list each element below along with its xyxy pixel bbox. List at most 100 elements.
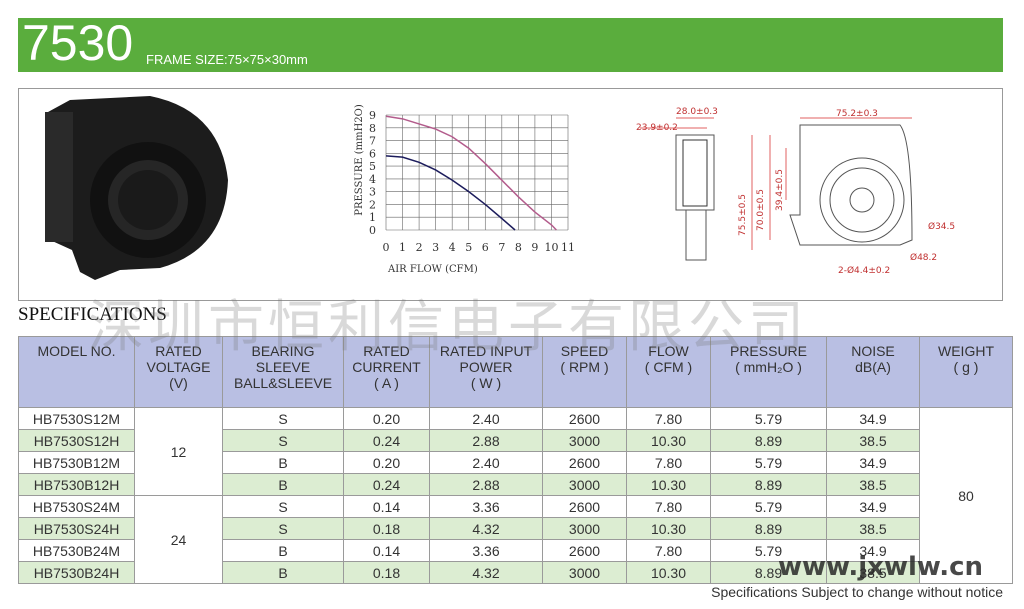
- column-header: NOISE dB(A): [826, 336, 920, 408]
- value-cell: 34.9: [826, 495, 920, 518]
- value-cell: 0.14: [343, 539, 430, 562]
- data-row: HB7530S24M 24 S 0.14 3.36 2600 7.80 5.79 34.9: [18, 495, 1013, 584]
- model-cell: HB7530B12M: [18, 451, 135, 474]
- data-row: HB7530B12H B 0.24 2.88 3000 10.30 8.89 38.5: [18, 473, 1013, 496]
- value-cell: 8.89: [710, 473, 827, 496]
- fan-photo: [45, 96, 228, 280]
- value-cell: 8.89: [710, 517, 827, 540]
- value-cell: 2600: [542, 539, 627, 562]
- model-cell: HB7530S12M: [18, 407, 135, 430]
- dimension-label: 70.0±0.5: [756, 189, 766, 231]
- header-line: RATED: [155, 343, 202, 359]
- y-tick-label: 6: [369, 147, 376, 160]
- value-cell: 0.18: [343, 517, 430, 540]
- value-cell: B: [222, 561, 344, 584]
- model-title: 7530: [22, 15, 134, 71]
- data-row: HB7530S12H S 0.24 2.88 3000 10.30 8.89 38.5: [18, 429, 1013, 452]
- value-cell: 5.79: [710, 539, 827, 562]
- header-line: RATED: [363, 343, 410, 359]
- header-line: ( CFM ): [644, 359, 693, 375]
- header-line: SPEED: [560, 343, 609, 359]
- column-header: RATED CURRENT( A ): [343, 336, 430, 408]
- header-line: NOISE: [851, 343, 895, 359]
- model-cell: HB7530B24H: [18, 561, 135, 584]
- value-cell: 3000: [542, 473, 627, 496]
- y-axis-label: PRESSURE (mmH2O): [354, 104, 365, 216]
- figure-box: [18, 88, 1003, 301]
- value-cell: 34.9: [826, 407, 920, 430]
- x-tick-label: 10: [544, 241, 558, 254]
- value-cell: 0.18: [343, 561, 430, 584]
- value-cell: 38.5: [826, 561, 920, 584]
- model-cell: HB7530S24H: [18, 517, 135, 540]
- column-header: MODEL NO.: [18, 336, 135, 408]
- data-row: HB7530B24H B 0.18 4.32 3000 10.30 8.89 38.5: [18, 561, 1013, 584]
- header-line: ( RPM ): [560, 359, 609, 375]
- value-cell: 3000: [542, 429, 627, 452]
- value-cell: 2600: [542, 495, 627, 518]
- value-cell: 2600: [542, 407, 627, 430]
- value-cell: B: [222, 451, 344, 474]
- header-line: dB(A): [855, 359, 891, 375]
- model-cell: HB7530S24M: [18, 495, 135, 518]
- value-cell: 5.79: [710, 451, 827, 474]
- header-line: BEARING: [251, 343, 315, 359]
- side-view: [640, 117, 715, 261]
- header-line: (V): [169, 375, 188, 391]
- dimension-label: 39.4±0.5: [775, 169, 785, 211]
- value-cell: 2.88: [429, 429, 543, 452]
- value-cell: 7.80: [626, 407, 711, 430]
- dimension-label: Ø48.2: [910, 252, 937, 263]
- value-cell: 2.40: [429, 407, 543, 430]
- value-cell: 5.79: [710, 407, 827, 430]
- header-line: ( mmH₂O ): [735, 359, 802, 375]
- y-tick-label: 4: [369, 173, 376, 186]
- x-tick-label: 1: [399, 241, 406, 254]
- x-tick-label: 5: [465, 241, 472, 254]
- model-cell: HB7530S12H: [18, 429, 135, 452]
- dimension-label: 28.0±0.3: [676, 107, 718, 117]
- value-cell: 10.30: [626, 517, 711, 540]
- model-cell: HB7530B12H: [18, 473, 135, 496]
- y-tick-label: 1: [369, 211, 376, 224]
- x-tick-label: 4: [449, 241, 456, 254]
- value-cell: 0.14: [343, 495, 430, 518]
- value-cell: 8.89: [710, 429, 827, 452]
- column-header: WEIGHT( g ): [919, 336, 1013, 408]
- value-cell: B: [222, 539, 344, 562]
- x-tick-label: 2: [416, 241, 423, 254]
- y-tick-label: 5: [369, 160, 376, 173]
- header-line: POWER: [459, 359, 513, 375]
- value-cell: 3.36: [429, 539, 543, 562]
- value-cell: 34.9: [826, 539, 920, 562]
- dimension-label: 2-Ø4.4±0.2: [838, 265, 890, 276]
- x-tick-label: 6: [482, 241, 489, 254]
- header-line: ( g ): [953, 359, 979, 375]
- value-cell: 7.80: [626, 495, 711, 518]
- value-cell: 3000: [542, 561, 627, 584]
- y-tick-label: 2: [369, 198, 376, 211]
- header-line: WEIGHT: [938, 343, 994, 359]
- header-line: FLOW: [648, 343, 689, 359]
- value-cell: 4.32: [429, 517, 543, 540]
- value-cell: 8.89: [710, 561, 827, 584]
- column-header: SPEED( RPM ): [542, 336, 627, 408]
- value-cell: 3000: [542, 517, 627, 540]
- value-cell: 0.24: [343, 473, 430, 496]
- header-line: BALL&SLEEVE: [233, 375, 333, 391]
- value-cell: 38.5: [826, 517, 920, 540]
- value-cell: 7.80: [626, 451, 711, 474]
- column-header: RATED VOLTAGE (V): [134, 336, 223, 408]
- value-cell: 10.30: [626, 429, 711, 452]
- data-row: HB7530B12M B 0.20 2.40 2600 7.80 5.79 34.9: [18, 451, 1013, 474]
- header-row: MODEL NO. RATED VOLTAGE (V) BEARING SLEEVE BAL…: [18, 336, 1013, 408]
- value-cell: 2.88: [429, 473, 543, 496]
- header-line: ( W ): [470, 375, 502, 391]
- value-cell: S: [222, 517, 344, 540]
- header-line: MODEL NO.: [37, 343, 116, 359]
- y-tick-label: 3: [369, 186, 376, 199]
- weight-cell: 80: [919, 407, 1013, 584]
- value-cell: 5.79: [710, 495, 827, 518]
